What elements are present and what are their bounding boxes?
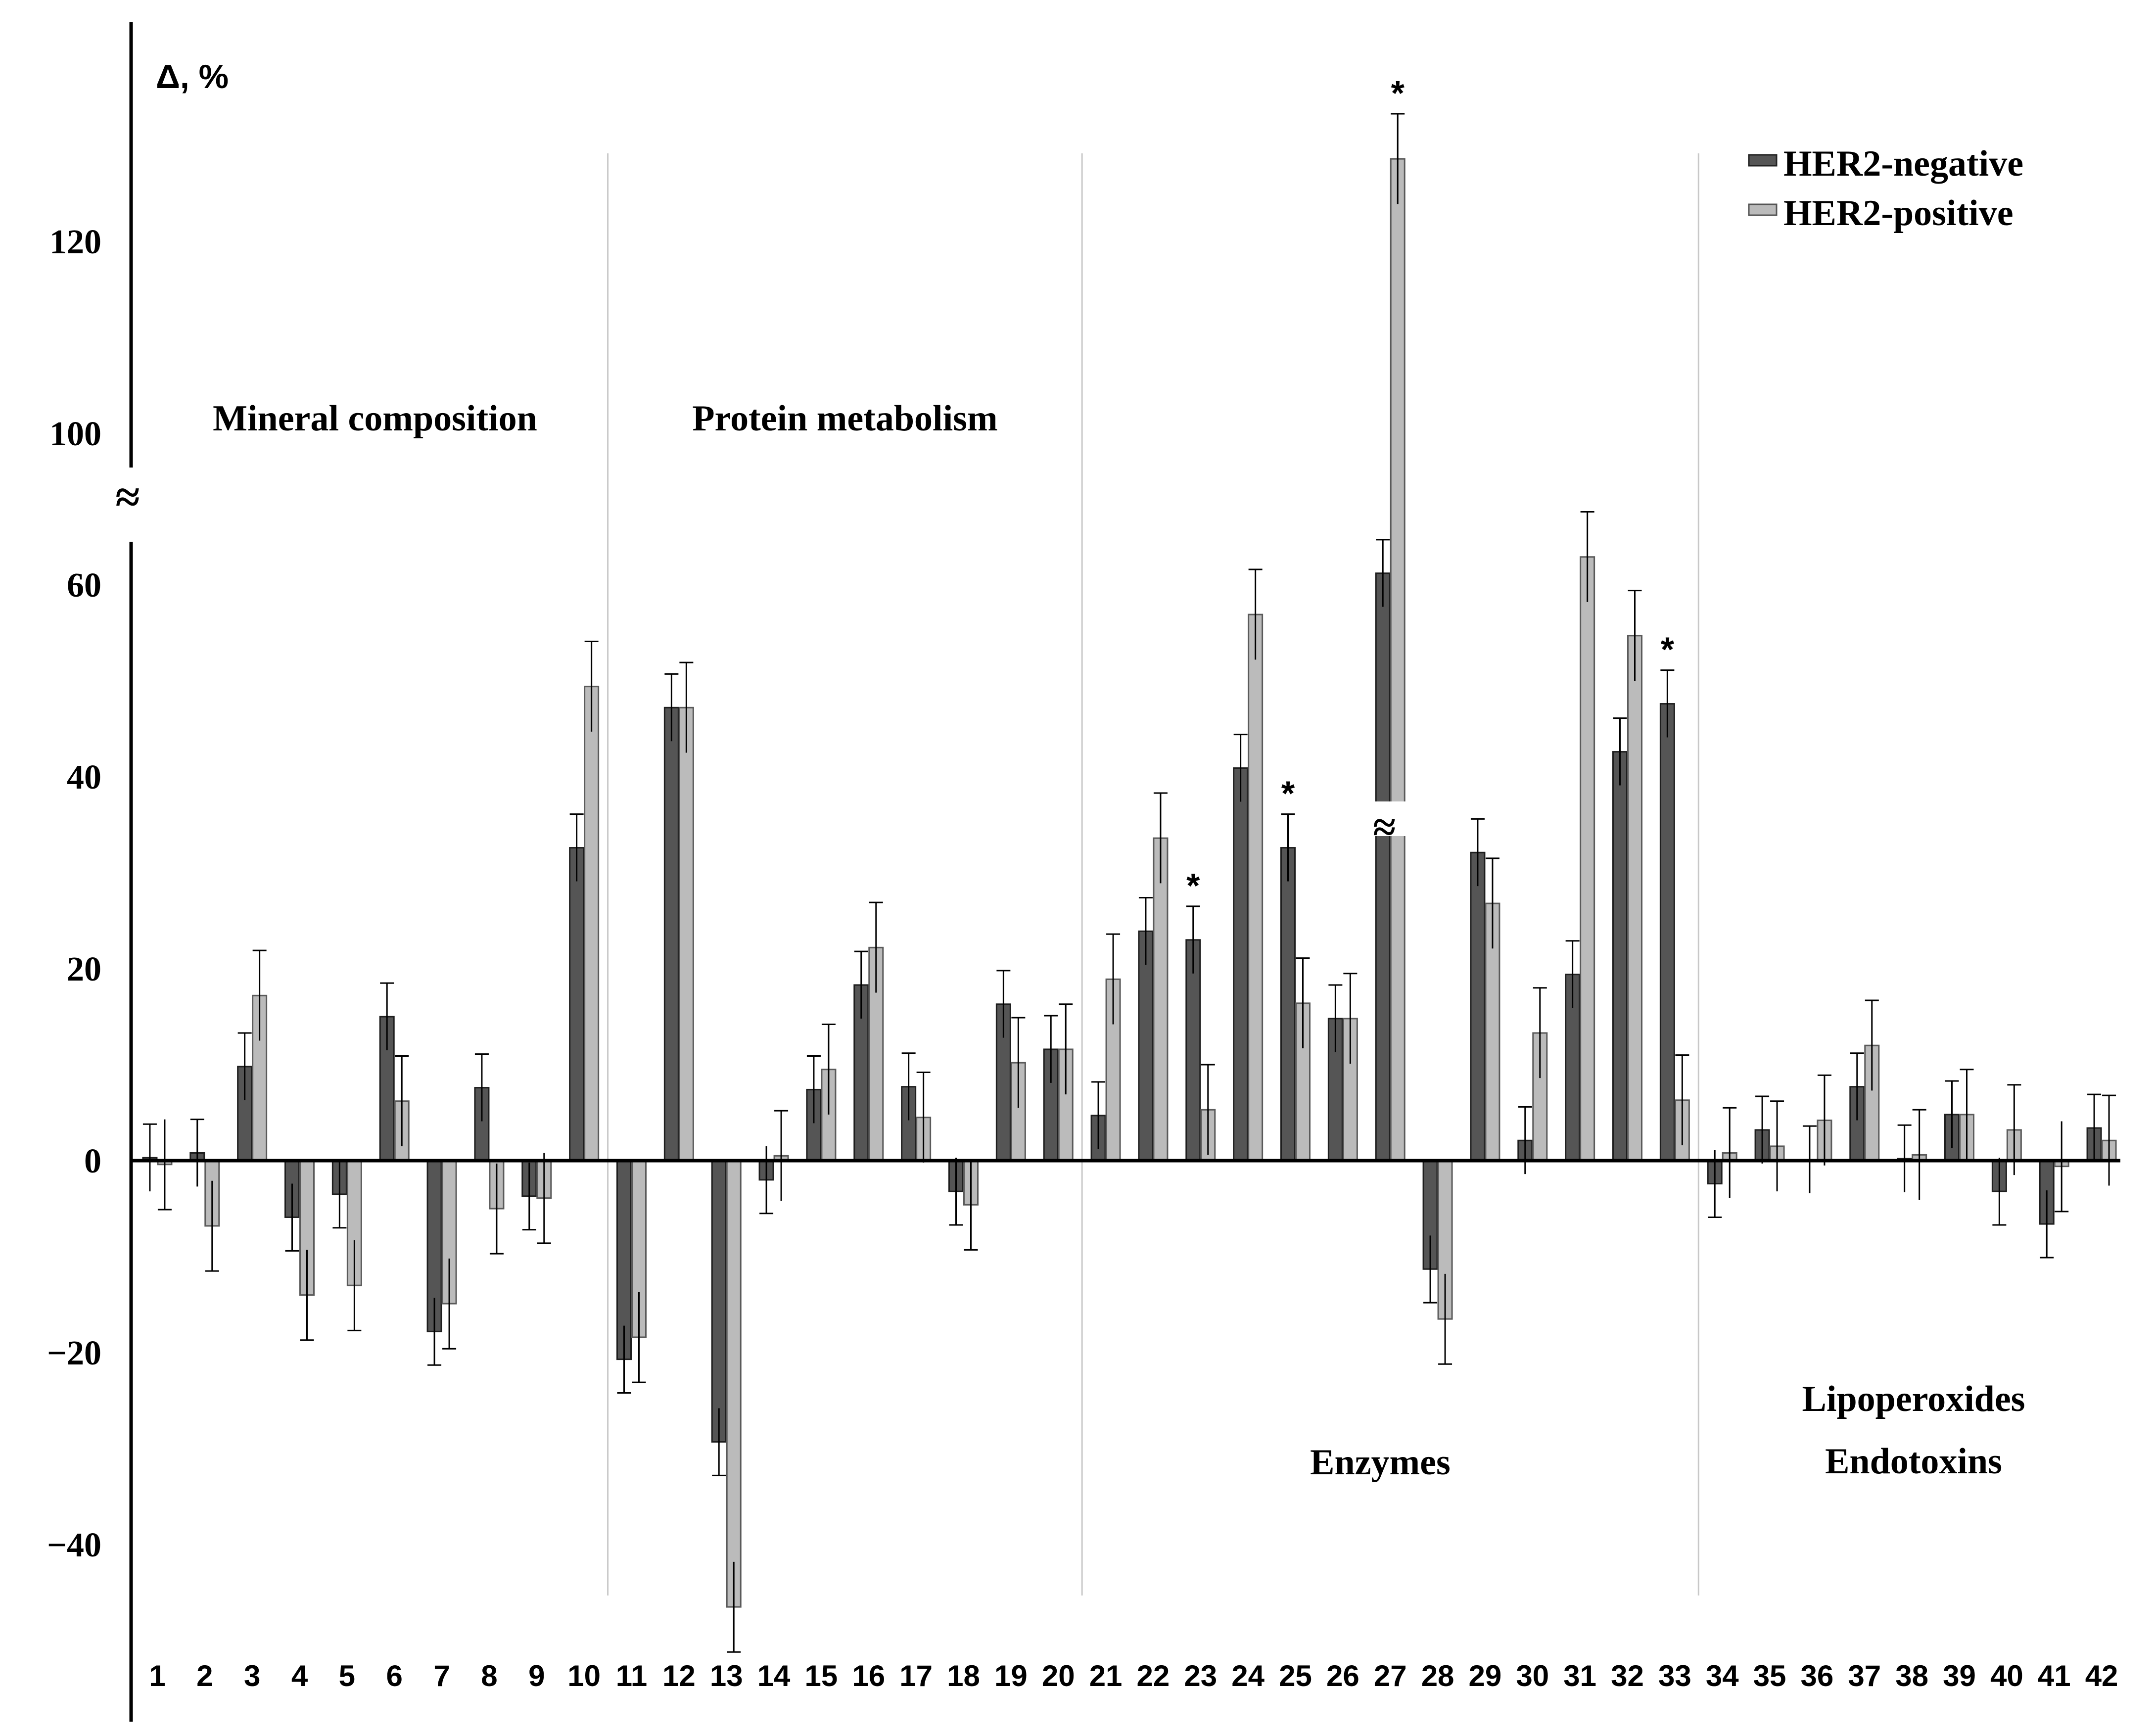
bar-her2-negative-25 (1280, 847, 1296, 1162)
x-tick-label: 3 (244, 1659, 260, 1692)
x-tick-label: 36 (1801, 1659, 1834, 1692)
y-tick-label: 120 (49, 223, 101, 261)
group-separators (607, 153, 1699, 1595)
x-tick-label: 20 (1042, 1659, 1075, 1692)
x-tick-label: 27 (1374, 1659, 1407, 1692)
group-label-protein-metabolism: Protein metabolism (692, 398, 997, 439)
y-tick-label: 20 (67, 950, 101, 988)
x-tick-label: 22 (1137, 1659, 1170, 1692)
bar-her2-positive-10 (584, 686, 600, 1162)
x-tick-label: 21 (1089, 1659, 1123, 1692)
x-tick-label: 32 (1611, 1659, 1644, 1692)
group-labels: Mineral composition Protein metabolism E… (213, 398, 2025, 1483)
y-tick-label: −40 (47, 1526, 101, 1564)
x-tick-label: 12 (662, 1659, 696, 1692)
x-tick-label: 5 (339, 1659, 355, 1692)
x-tick-label: 25 (1279, 1659, 1312, 1692)
x-tick-label: 33 (1658, 1659, 1691, 1692)
x-tick-label: 17 (899, 1659, 933, 1692)
bar-her2-positive-22 (1153, 837, 1169, 1162)
significance-star-33: * (1661, 630, 1675, 669)
x-tick-label: 13 (710, 1659, 743, 1692)
bar-her2-positive-24 (1248, 613, 1264, 1162)
bar-her2-negative-10 (569, 847, 585, 1162)
x-tick-label: 38 (1895, 1659, 1928, 1692)
bar-break-mark: ≈ (1373, 804, 1396, 850)
x-tick-label: 39 (1943, 1659, 1976, 1692)
x-tick-label: 2 (196, 1659, 213, 1692)
bar-her2-negative-33 (1659, 703, 1675, 1162)
group-label-enzymes: Enzymes (1310, 1442, 1451, 1483)
x-tick-label: 30 (1516, 1659, 1549, 1692)
bar-her2-negative-12 (663, 706, 679, 1162)
bar-her2-negative-28 (1422, 1160, 1438, 1270)
x-tick-label: 11 (616, 1659, 647, 1692)
bar-her2-positive-27 (1390, 158, 1405, 1162)
x-tick-label: 34 (1706, 1659, 1739, 1692)
y-tick-label: 60 (67, 566, 101, 605)
group-label-lipoperoxides: Lipoperoxides (1802, 1379, 2025, 1419)
bar-her2-positive-32 (1627, 635, 1642, 1162)
x-tick-label: 4 (291, 1659, 308, 1692)
x-tick-label: 37 (1848, 1659, 1881, 1692)
x-tick-label: 29 (1469, 1659, 1502, 1692)
y-axis-label: Δ, % (156, 58, 229, 95)
x-tick-label: 14 (757, 1659, 791, 1692)
bar-her2-positive-13 (726, 1160, 742, 1608)
bar-her2-positive-12 (678, 706, 694, 1162)
x-tick-label: 35 (1753, 1659, 1786, 1692)
y-tick-label: 100 (49, 415, 101, 453)
axis-break-mark: ≈ (115, 473, 140, 522)
bar-her2-positive-31 (1580, 556, 1595, 1162)
bar-her2-negative-32 (1612, 751, 1628, 1162)
x-tick-label: 19 (994, 1659, 1028, 1692)
error-bars: ≈ (142, 113, 2116, 1653)
y-tick-label: −20 (47, 1334, 101, 1372)
x-tick-label: 15 (805, 1659, 838, 1692)
x-tick-label: 41 (2038, 1659, 2071, 1692)
bar-her2-negative-13 (711, 1160, 727, 1443)
x-tick-label: 40 (1990, 1659, 2023, 1692)
significance-star-27: * (1391, 74, 1405, 112)
y-tick-labels: −40 −20 0 20 40 60 100 120 (47, 223, 101, 1564)
x-tick-label: 26 (1326, 1659, 1359, 1692)
group-label-mineral-composition: Mineral composition (213, 398, 537, 439)
x-tick-label: 31 (1563, 1659, 1596, 1692)
bar-her2-positive-15 (821, 1069, 837, 1162)
x-tick-label: 18 (947, 1659, 980, 1692)
legend-swatch-her2-positive (1748, 203, 1778, 216)
x-tick-label: 10 (567, 1659, 601, 1692)
bar-her2-negative-27 (1375, 572, 1391, 1162)
y-tick-label: 40 (67, 758, 101, 797)
significance-star-25: * (1281, 774, 1295, 813)
group-label-endotoxins: Endotoxins (1825, 1441, 2002, 1482)
x-tick-label: 23 (1184, 1659, 1217, 1692)
bar-her2-negative-24 (1233, 767, 1249, 1162)
bar-her2-negative-22 (1138, 930, 1154, 1162)
legend: HER2-negative HER2-positive (1748, 143, 2023, 234)
legend-label-her2-negative: HER2-negative (1783, 143, 2023, 184)
x-tick-label: 8 (481, 1659, 497, 1692)
legend-label-her2-positive: HER2-positive (1783, 193, 2014, 234)
x-tick-label: 6 (386, 1659, 403, 1692)
x-tick-labels: 1 2 3 4 5 6 7 8 9 10 11 12 13 14 15 16 17 18 19 20 21 22 23 24 2… (149, 1659, 2118, 1692)
x-tick-label: 1 (149, 1659, 165, 1692)
significance-markers: * * * * (1186, 74, 1675, 905)
significance-star-23: * (1186, 866, 1200, 905)
x-tick-label: 7 (433, 1659, 450, 1692)
x-tick-label: 42 (2085, 1659, 2118, 1692)
axes: ≈ Δ, % (115, 22, 2120, 1722)
legend-swatch-her2-negative (1748, 154, 1778, 167)
x-tick-label: 28 (1421, 1659, 1454, 1692)
x-tick-label: 16 (852, 1659, 885, 1692)
x-tick-label: 9 (528, 1659, 545, 1692)
bar-her2-negative-29 (1470, 851, 1486, 1162)
x-tick-label: 24 (1231, 1659, 1265, 1692)
y-tick-label: 0 (84, 1142, 101, 1180)
bar-break-gap (1371, 801, 1409, 836)
